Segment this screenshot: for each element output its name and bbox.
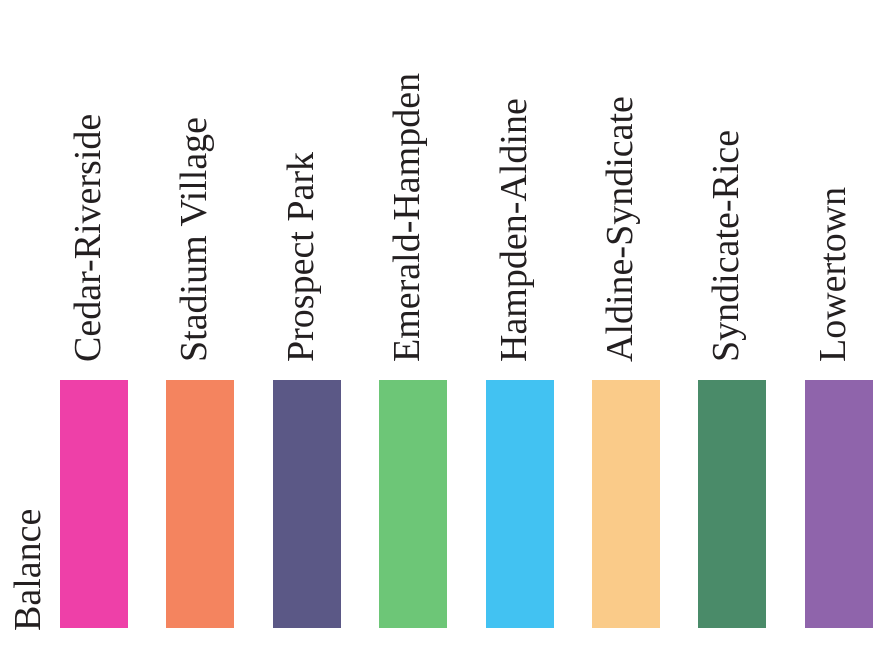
legend-item-aldine-syndicate: Aldine-Syndicate — [592, 0, 660, 653]
color-swatch — [592, 380, 660, 628]
legend-item-stadium-village: Stadium Village — [166, 0, 234, 653]
legend-item-prospect-park: Prospect Park — [273, 0, 341, 653]
color-swatch — [805, 380, 873, 628]
legend-item-label: Prospect Park — [280, 151, 322, 362]
legend-item-label: Syndicate-Rice — [705, 129, 747, 362]
legend-item-syndicate-rice: Syndicate-Rice — [698, 0, 766, 653]
legend-item-lowertown: Lowertown — [805, 0, 873, 653]
color-swatch — [698, 380, 766, 628]
color-swatch — [379, 380, 447, 628]
color-swatch — [273, 380, 341, 628]
row-label: Balance — [7, 508, 49, 631]
color-swatch — [60, 380, 128, 628]
legend-item-label: Emerald-Hampden — [386, 72, 428, 362]
legend-item-cedar-riverside: Cedar-Riverside — [60, 0, 128, 653]
legend-item-label: Aldine-Syndicate — [599, 96, 641, 362]
legend-item-label: Hampden-Aldine — [493, 98, 535, 362]
legend-item-emerald-hampden: Emerald-Hampden — [379, 0, 447, 653]
color-swatch — [486, 380, 554, 628]
legend-item-label: Stadium Village — [173, 116, 215, 362]
color-swatch — [166, 380, 234, 628]
legend-item-label: Lowertown — [812, 186, 854, 362]
legend-item-label: Cedar-Riverside — [67, 113, 109, 362]
legend-item-hampden-aldine: Hampden-Aldine — [486, 0, 554, 653]
